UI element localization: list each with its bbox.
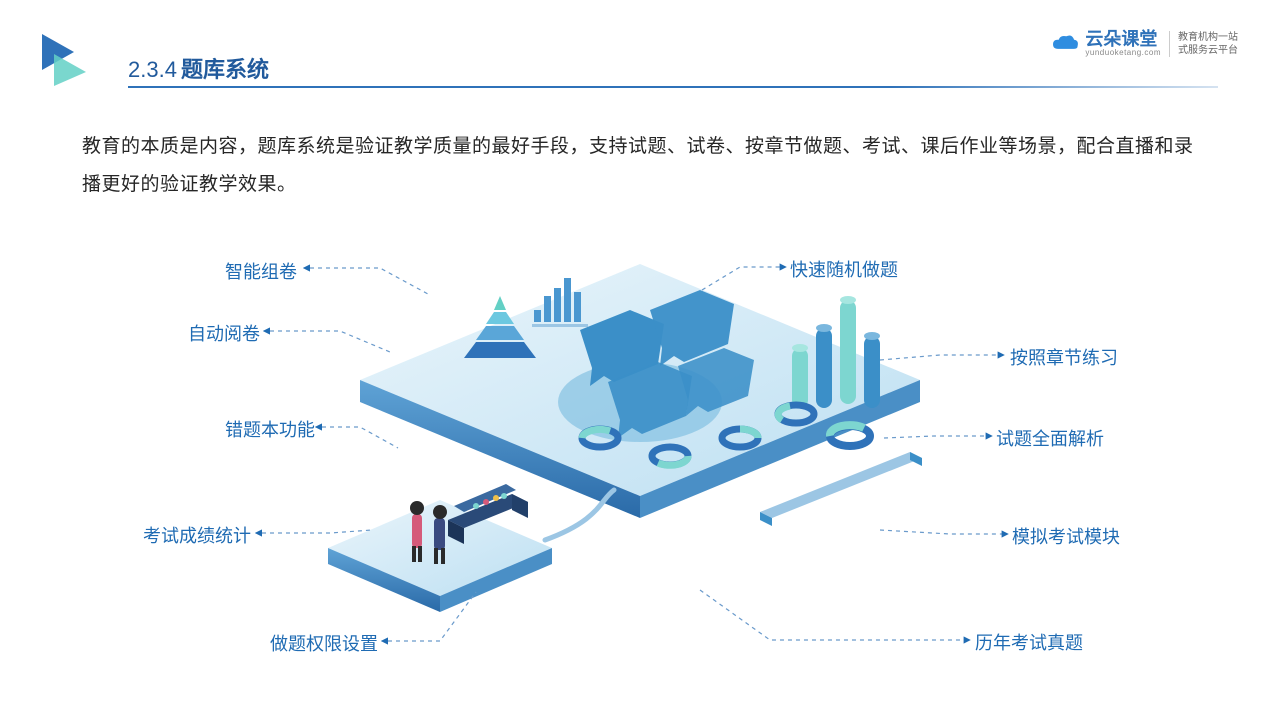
feat-permission: 做题权限设置	[270, 630, 378, 656]
feat-quick-random: 快速随机做题	[790, 256, 898, 282]
cloud-icon	[1051, 33, 1079, 55]
feat-full-analysis: 试题全面解析	[996, 425, 1104, 451]
brand-name: 云朵课堂	[1085, 30, 1161, 48]
feat-mock: 模拟考试模块	[1012, 523, 1120, 549]
feature-diagram: 智能组卷 自动阅卷 错题本功能 考试成绩统计 做题权限设置 快速随机做题 按照章…	[0, 220, 1280, 700]
feat-wrongbook: 错题本功能	[225, 416, 315, 442]
section-number: 2.3.4	[128, 57, 177, 83]
logo-divider	[1169, 31, 1170, 57]
brand-logo: 云朵课堂 yunduoketang.com 教育机构一站 式服务云平台	[1051, 30, 1238, 57]
isometric-illustration	[0, 220, 1280, 700]
section-arrow-icon	[38, 30, 94, 86]
section-title: 2.3.4 题库系统	[128, 52, 269, 84]
feat-score-stats: 考试成绩统计	[143, 522, 251, 548]
feat-auto-grade: 自动阅卷	[188, 320, 260, 346]
section-title-text: 题库系统	[181, 52, 269, 84]
brand-sub: yunduoketang.com	[1085, 48, 1161, 57]
feat-pastpaper: 历年考试真题	[975, 629, 1083, 655]
feat-chapter: 按照章节练习	[1010, 344, 1118, 370]
title-underline	[128, 86, 1218, 88]
section-description: 教育的本质是内容，题库系统是验证教学质量的最好手段，支持试题、试卷、按章节做题、…	[82, 128, 1200, 204]
brand-tagline: 教育机构一站 式服务云平台	[1178, 31, 1238, 57]
feat-auto-compose: 智能组卷	[225, 258, 297, 284]
